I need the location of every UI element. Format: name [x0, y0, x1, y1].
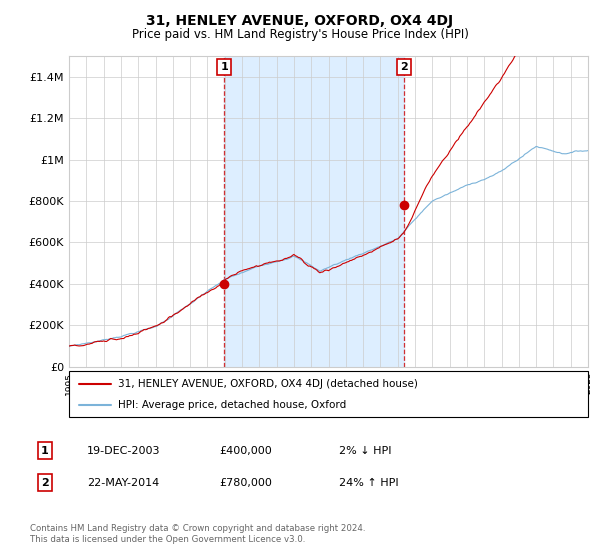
Text: 2% ↓ HPI: 2% ↓ HPI: [339, 446, 391, 456]
Text: 1: 1: [220, 62, 228, 72]
Bar: [224, 56, 404, 367]
Text: 31, HENLEY AVENUE, OXFORD, OX4 4DJ (detached house): 31, HENLEY AVENUE, OXFORD, OX4 4DJ (deta…: [118, 379, 418, 389]
Text: £780,000: £780,000: [219, 478, 272, 488]
Text: 19-DEC-2003: 19-DEC-2003: [87, 446, 161, 456]
Text: £400,000: £400,000: [219, 446, 272, 456]
FancyBboxPatch shape: [69, 371, 588, 417]
Text: 2: 2: [41, 478, 49, 488]
Text: 31, HENLEY AVENUE, OXFORD, OX4 4DJ: 31, HENLEY AVENUE, OXFORD, OX4 4DJ: [146, 14, 454, 28]
Text: HPI: Average price, detached house, Oxford: HPI: Average price, detached house, Oxfo…: [118, 400, 347, 410]
Text: Contains HM Land Registry data © Crown copyright and database right 2024.
This d: Contains HM Land Registry data © Crown c…: [30, 524, 365, 544]
Text: Price paid vs. HM Land Registry's House Price Index (HPI): Price paid vs. HM Land Registry's House …: [131, 28, 469, 41]
Text: 2: 2: [401, 62, 409, 72]
Text: 24% ↑ HPI: 24% ↑ HPI: [339, 478, 398, 488]
Text: 22-MAY-2014: 22-MAY-2014: [87, 478, 159, 488]
Text: 1: 1: [41, 446, 49, 456]
